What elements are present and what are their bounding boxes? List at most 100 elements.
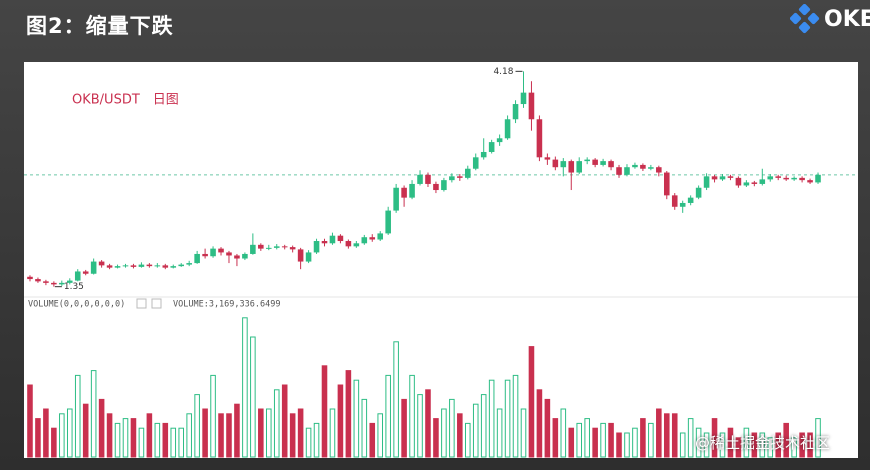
- volume-bar: [616, 432, 622, 458]
- candle-body: [218, 248, 224, 253]
- volume-bar: [313, 422, 320, 458]
- volume-bar: [202, 408, 208, 458]
- volume-bar: [695, 427, 702, 458]
- volume-bar: [178, 427, 185, 458]
- volume-bar: [576, 422, 583, 458]
- volume-bar: [472, 403, 479, 458]
- volume-bar: [592, 427, 598, 458]
- volume-bar: [480, 394, 487, 458]
- volume-bar: [791, 437, 797, 458]
- candle-body: [783, 177, 789, 180]
- volume-bar: [106, 413, 113, 458]
- volume-bar: [98, 398, 105, 458]
- volume-bar: [624, 432, 630, 458]
- candle-body: [624, 167, 630, 175]
- candle-body: [480, 151, 487, 158]
- candle-body: [305, 252, 312, 262]
- candle-body: [608, 161, 614, 168]
- volume-bar: [305, 427, 312, 458]
- candle-body: [600, 161, 606, 165]
- candle-body: [767, 176, 774, 180]
- candle-body: [258, 244, 264, 249]
- candle-body: [536, 119, 543, 158]
- candle-body: [791, 177, 797, 180]
- candle-body: [59, 282, 65, 285]
- candle-body: [122, 265, 129, 267]
- candle-body: [361, 237, 368, 244]
- volume-bar: [727, 427, 734, 458]
- volume-bar: [783, 422, 789, 458]
- candle-body: [27, 276, 33, 280]
- volume-bar: [632, 427, 638, 458]
- volume-bar: [82, 403, 89, 458]
- candle-body: [671, 195, 678, 207]
- candle-body: [186, 263, 192, 265]
- volume-bar: [218, 413, 224, 458]
- candle-body: [162, 265, 169, 268]
- candle-body: [799, 177, 805, 181]
- candle-body: [592, 159, 598, 165]
- candle-body: [687, 197, 694, 203]
- candle-body: [74, 271, 81, 281]
- candle-body: [130, 265, 137, 267]
- volume-bar: [162, 422, 169, 458]
- volume-bar: [687, 418, 694, 458]
- volume-bar: [43, 408, 49, 458]
- candle-body: [751, 182, 758, 184]
- candle-body: [719, 176, 726, 180]
- candle-body: [43, 281, 49, 283]
- candle-body: [353, 243, 360, 247]
- volume-bar: [799, 432, 805, 458]
- volume-bar: [353, 379, 360, 458]
- volume-bar: [488, 379, 495, 458]
- volume-bar: [90, 370, 97, 458]
- volume-bar: [210, 374, 216, 458]
- candle-body: [313, 241, 320, 253]
- volume-bar: [807, 432, 813, 458]
- candle-body: [775, 176, 782, 178]
- candle-body: [82, 271, 89, 274]
- volume-bar: [679, 432, 686, 458]
- volume-bar: [496, 408, 503, 458]
- volume-bar: [258, 408, 264, 458]
- candle-body: [289, 247, 296, 250]
- candle-body: [472, 157, 479, 169]
- volume-bar: [433, 418, 439, 458]
- volume-bar: [560, 408, 567, 458]
- chart-title: OKB/USDT 日图: [72, 93, 179, 108]
- candle-body: [242, 253, 248, 259]
- watermark: @稀土掘金技术社区: [695, 434, 831, 452]
- volume-bar: [186, 413, 192, 458]
- volume-bar: [273, 389, 280, 458]
- candle-body: [544, 157, 551, 160]
- volume-bar: [361, 398, 368, 458]
- slide-title: 图2：缩量下跌: [26, 14, 174, 38]
- volume-bar: [329, 408, 336, 458]
- candle-body: [656, 167, 662, 173]
- min-label: 1.35: [64, 282, 84, 292]
- candle-body: [321, 241, 328, 244]
- candle-body: [90, 261, 97, 274]
- volume-value: VOLUME:3,169,336.6499: [173, 300, 280, 310]
- volume-bar: [441, 408, 447, 458]
- volume-bar: [568, 427, 575, 458]
- candle-body: [520, 92, 527, 105]
- volume-bar: [719, 432, 726, 458]
- candle-body: [337, 235, 344, 242]
- candle-body: [146, 264, 153, 267]
- candle-body: [663, 172, 670, 196]
- volume-bar: [767, 437, 774, 458]
- candle-body: [401, 187, 407, 198]
- candle-body: [35, 279, 41, 282]
- volume-bar: [640, 418, 646, 458]
- candle-body: [66, 280, 73, 283]
- volume-bar: [35, 418, 41, 458]
- volume-bar: [122, 418, 129, 458]
- volume-bar: [671, 413, 678, 458]
- volume-bar: [703, 432, 710, 458]
- candle-body: [281, 246, 288, 248]
- volume-bar: [449, 398, 455, 458]
- volume-bar: [608, 422, 614, 458]
- candle-body: [425, 174, 431, 184]
